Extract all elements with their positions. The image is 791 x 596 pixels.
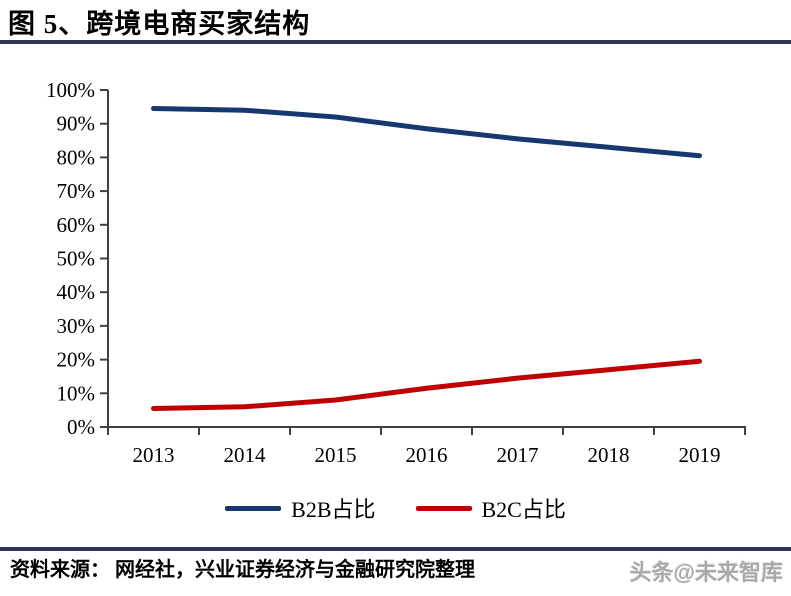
svg-text:2017: 2017 [497, 443, 539, 467]
svg-text:40%: 40% [57, 280, 96, 304]
svg-text:50%: 50% [57, 247, 96, 271]
legend-item-b2b: B2B占比 [225, 492, 376, 524]
svg-text:2013: 2013 [133, 443, 175, 467]
svg-text:70%: 70% [57, 179, 96, 203]
svg-text:0%: 0% [67, 415, 95, 439]
line-chart: 0% 10% 20% 30% 40% 50% 60% 70% 80% 90% 100% 2013 201… [46, 78, 746, 467]
svg-text:2015: 2015 [315, 443, 357, 467]
footer-rule [0, 547, 791, 551]
svg-text:10%: 10% [57, 381, 96, 405]
svg-text:2016: 2016 [406, 443, 448, 467]
svg-text:80%: 80% [57, 145, 96, 169]
svg-text:90%: 90% [57, 112, 96, 136]
svg-text:2014: 2014 [224, 443, 267, 467]
chart-legend: B2B占比 B2C占比 [0, 492, 791, 524]
legend-item-b2c: B2C占比 [415, 492, 566, 524]
b2c-line-swatch [415, 505, 472, 511]
legend-label-b2c: B2C占比 [481, 497, 566, 522]
b2b-line-swatch [225, 505, 282, 511]
svg-text:100%: 100% [46, 78, 95, 102]
svg-text:30%: 30% [57, 314, 96, 338]
legend-label-b2b: B2B占比 [291, 497, 376, 522]
figure-title: 图 5、跨境电商买家结构 [8, 9, 311, 39]
svg-text:20%: 20% [57, 348, 96, 372]
watermark: 头条@未来智库 [629, 560, 783, 585]
svg-text:2018: 2018 [588, 443, 630, 467]
source-line: 资料来源： 网经社，兴业证券经济与金融研究院整理 头条@未来智库 [10, 553, 783, 587]
source-text: 网经社，兴业证券经济与金融研究院整理 [115, 559, 475, 581]
source-label: 资料来源： [10, 559, 110, 581]
svg-text:60%: 60% [57, 213, 96, 237]
title-underline-rule [0, 40, 791, 44]
svg-text:2019: 2019 [679, 443, 721, 467]
